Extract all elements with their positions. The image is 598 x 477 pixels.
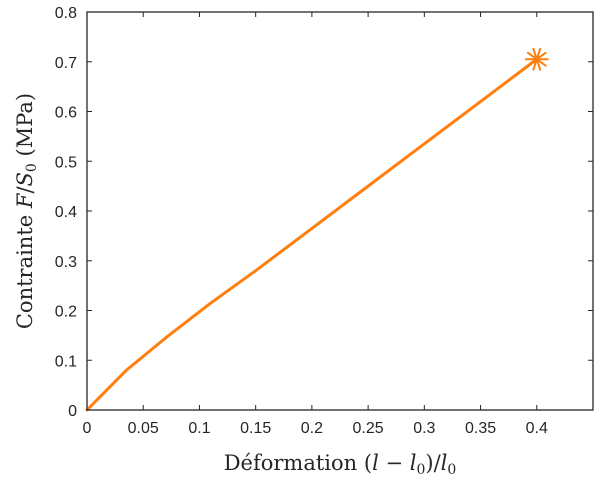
y-axis-title-suffix: (MPa)	[13, 93, 37, 163]
x-axis-title: Déformation (l − l0)/l0	[224, 451, 457, 477]
end-marker-star	[524, 47, 549, 71]
x-tick-label: 0.35	[465, 420, 496, 437]
y-tick-label: 0	[68, 403, 77, 420]
x-axis-title-l0b: l	[441, 451, 448, 475]
plot-frame	[86, 11, 594, 411]
y-axis-title: Contrainte F/S0 (MPa)	[13, 93, 40, 329]
x-tick-label: 0.2	[301, 420, 323, 437]
x-tick-label: 0.4	[526, 420, 548, 437]
x-axis-title-sub0: 0	[416, 462, 425, 477]
y-tick-label: 0.4	[55, 204, 77, 221]
y-tick-label: 0.7	[55, 55, 77, 72]
y-axis-title-sub0: 0	[24, 163, 40, 172]
y-axis-title-slash: /	[13, 186, 37, 194]
tick-labels-layer: 0 0.05 0.1 0.15 0.2 0.25 0.3 0.35 0.4 0 0.1 0.2 0.3 0…	[55, 5, 548, 437]
end-marker-ray	[526, 51, 547, 67]
ticks-layer	[86, 11, 593, 411]
y-axis-title-S: S	[13, 172, 37, 186]
x-tick-label: 0.1	[188, 420, 210, 437]
x-axis-title-sub0b: 0	[447, 462, 456, 477]
y-tick-label: 0.1	[55, 353, 77, 370]
y-tick-label: 0.8	[55, 5, 77, 22]
x-axis-title-prefix: Déformation	[224, 451, 364, 475]
x-tick-label: 0.15	[240, 420, 271, 437]
x-axis-title-l: l	[372, 451, 379, 475]
y-axis-title-F: F	[13, 192, 37, 209]
marker-layer	[524, 47, 549, 71]
series-line	[85, 57, 539, 412]
x-tick-label: 0.05	[128, 420, 159, 437]
x-axis-title-minus: −	[379, 451, 410, 475]
y-axis-title-prefix: Contrainte	[13, 208, 37, 329]
plot-area	[87, 12, 593, 410]
y-tick-label: 0.2	[55, 304, 77, 321]
x-axis-title-l0: l	[410, 451, 417, 475]
y-tick-label: 0.6	[55, 105, 77, 122]
series-layer	[85, 57, 539, 412]
x-tick-label: 0.3	[413, 420, 435, 437]
y-tick-label: 0.3	[55, 254, 77, 271]
x-axis-title-close: )/	[425, 451, 441, 475]
x-tick-label: 0	[83, 420, 92, 437]
y-tick-label: 0.5	[55, 154, 77, 171]
x-tick-label: 0.25	[353, 420, 384, 437]
x-axis-title-open: (	[364, 451, 372, 475]
